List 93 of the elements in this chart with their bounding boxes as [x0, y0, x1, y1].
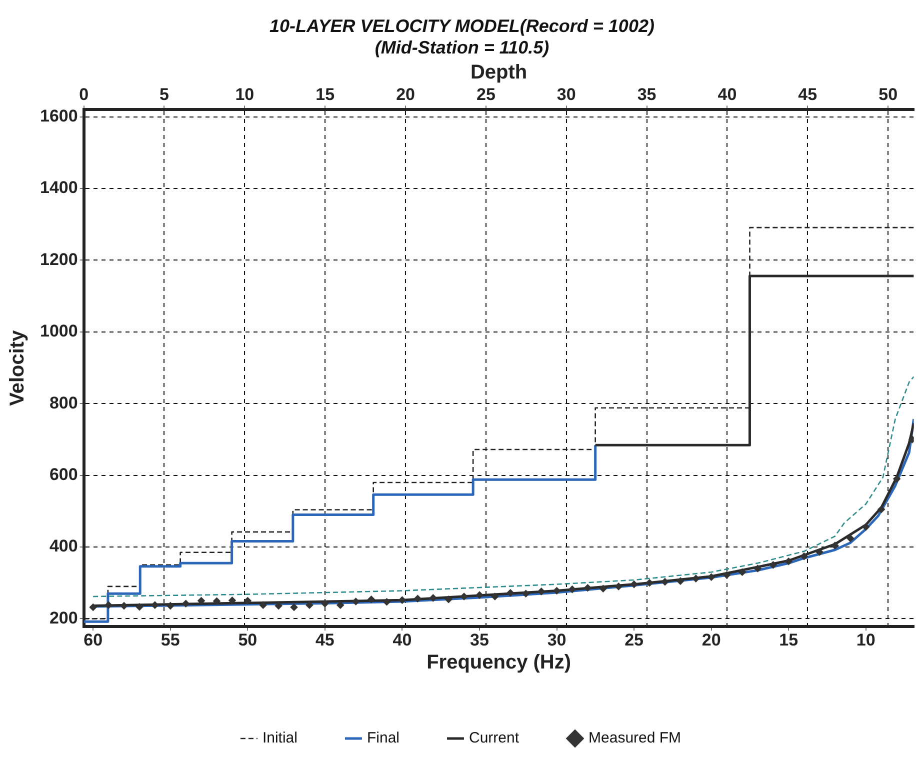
- point: [800, 552, 808, 560]
- y-tick-label: 1400: [40, 178, 78, 198]
- point: [646, 579, 654, 587]
- point: [676, 577, 684, 585]
- x2-tick-label: 30: [556, 85, 576, 104]
- y-axis-title: Velocity: [6, 329, 29, 406]
- point: [182, 600, 190, 608]
- line-series: [92, 376, 914, 598]
- point: [429, 594, 437, 602]
- point: [290, 604, 298, 611]
- point: [816, 548, 824, 556]
- point: [568, 586, 576, 594]
- point: [831, 542, 839, 550]
- x-axis-title: Frequency (Hz): [426, 652, 572, 674]
- point: [661, 578, 669, 586]
- point: [846, 534, 854, 542]
- point: [630, 580, 638, 588]
- point: [274, 602, 282, 610]
- point: [784, 558, 792, 566]
- point: [769, 561, 777, 569]
- point: [213, 597, 220, 605]
- point: [228, 596, 236, 604]
- y-tick-label: 200: [49, 608, 78, 628]
- point: [522, 590, 530, 598]
- x2-tick-label: 15: [316, 85, 335, 104]
- y-tick-label: 1600: [40, 106, 78, 126]
- x2-tick-label: 45: [798, 85, 818, 104]
- x2-tick-label: 20: [396, 85, 415, 104]
- point: [599, 584, 607, 592]
- x2-tick-label: 0: [79, 85, 89, 104]
- point: [104, 601, 112, 609]
- y-tick-label: 1000: [40, 322, 78, 341]
- point: [460, 592, 468, 600]
- x-tick-label: 20: [702, 630, 721, 650]
- x-tick-label: 30: [547, 630, 566, 650]
- point: [476, 591, 484, 599]
- point: [506, 589, 514, 597]
- point: [321, 600, 329, 608]
- point: [383, 598, 390, 606]
- x2-tick-label: 25: [476, 85, 496, 104]
- point: [862, 523, 870, 531]
- point: [738, 568, 746, 576]
- legend-label: Initial: [262, 730, 298, 747]
- x-tick-label: 35: [470, 630, 489, 650]
- point: [368, 596, 375, 604]
- point: [708, 573, 716, 581]
- y-tick-label: 400: [49, 536, 78, 556]
- point: [754, 564, 762, 572]
- point: [878, 506, 886, 514]
- point: [893, 475, 900, 483]
- point: [259, 601, 267, 609]
- point: [151, 601, 159, 609]
- chart-title: 10-LAYER VELOCITY MODEL(Record = 1002): [270, 16, 654, 36]
- x2-tick-label: 40: [718, 85, 737, 104]
- point: [120, 602, 128, 610]
- point: [336, 601, 344, 609]
- point: [553, 587, 560, 594]
- point: [136, 603, 144, 611]
- x2-axis-title: Depth: [470, 62, 528, 84]
- point: [584, 584, 592, 592]
- point: [244, 597, 252, 604]
- point: [398, 596, 406, 604]
- point: [692, 574, 700, 582]
- point: [198, 597, 205, 604]
- x-tick-label: 55: [160, 630, 180, 650]
- chart-subtitle: (Mid-Station = 110.5): [374, 37, 550, 58]
- legend-label: Measured FM: [588, 730, 682, 747]
- legend-label: Current: [468, 730, 520, 747]
- x-tick-label: 15: [779, 630, 798, 650]
- point: [723, 571, 730, 579]
- point: [352, 598, 360, 606]
- y-tick-label: 800: [49, 393, 78, 412]
- point: [538, 588, 546, 596]
- x-tick-label: 50: [238, 630, 258, 650]
- y-tick-label: 600: [49, 464, 78, 484]
- point: [166, 602, 174, 610]
- x-tick-label: 45: [315, 630, 334, 650]
- point: [614, 582, 622, 590]
- y-tick-label: 1200: [40, 250, 78, 269]
- point: [306, 601, 314, 609]
- x2-tick-label: 35: [637, 85, 656, 104]
- x2-tick-label: 10: [235, 85, 254, 104]
- point: [444, 596, 452, 604]
- x-tick-label: 60: [84, 630, 103, 650]
- point: [414, 594, 422, 602]
- x2-tick-label: 50: [878, 85, 898, 104]
- x-tick-label: 10: [856, 630, 876, 650]
- x-tick-label: 25: [624, 630, 644, 650]
- point: [89, 604, 97, 611]
- x-tick-label: 40: [392, 630, 412, 650]
- point: [491, 592, 499, 600]
- legend-label: Final: [366, 730, 400, 747]
- x2-tick-label: 5: [160, 85, 169, 104]
